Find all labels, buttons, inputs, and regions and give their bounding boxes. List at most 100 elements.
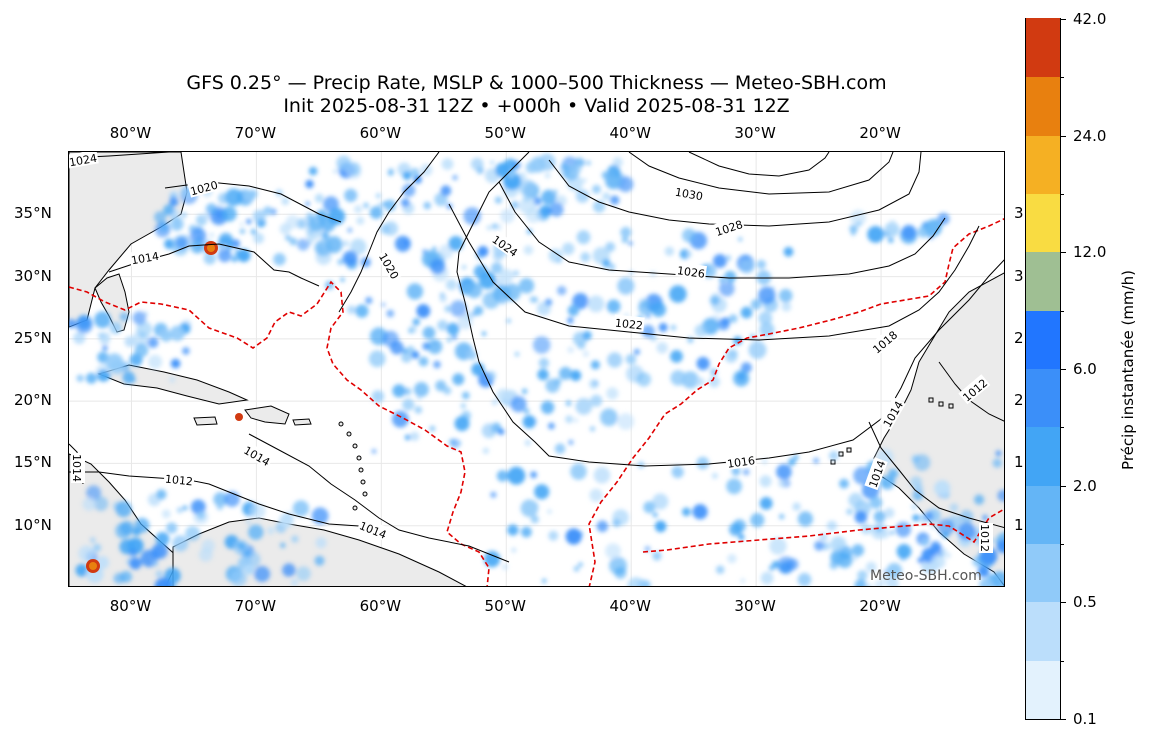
precip-cell (670, 370, 686, 386)
precip-cell (942, 531, 949, 539)
canary-islands (928, 397, 954, 409)
precip-cell (430, 259, 446, 275)
precip-cell (540, 400, 555, 415)
isobar-label: 1014 (130, 250, 160, 268)
precip-cell (321, 231, 329, 240)
precip-cell (638, 300, 654, 316)
precip-cell (161, 509, 171, 519)
precip-cell (787, 558, 799, 570)
precip-cell (711, 472, 718, 479)
precip-cell (454, 416, 470, 432)
latitude-label-left: 30°N (14, 266, 52, 285)
precip-cell (839, 478, 849, 489)
latitude-label-right: 30°N (1014, 267, 1024, 284)
precip-cell (957, 522, 976, 541)
precip-cell (147, 337, 159, 348)
precip-cell (93, 496, 109, 512)
precip-cell (105, 353, 124, 372)
precip-cell (205, 203, 218, 215)
precip-cell (496, 388, 511, 404)
precip-cell (718, 277, 725, 283)
precip-cell (93, 543, 102, 552)
precip-cell (671, 466, 684, 479)
precip-cell (155, 532, 170, 546)
precip-cell (305, 234, 315, 244)
precip-cell (128, 548, 138, 557)
precip-cell (467, 350, 477, 361)
precip-cell (646, 314, 651, 319)
precip-cell (636, 372, 651, 387)
precip-cell (519, 179, 536, 197)
precip-cell (234, 249, 240, 256)
precip-cell (997, 489, 1004, 502)
precip-cell (610, 195, 620, 205)
precip-cell (592, 184, 601, 194)
puerto-rico-island (292, 418, 312, 426)
precip-cell (76, 374, 84, 382)
precip-cell (797, 572, 812, 586)
precip-cell (170, 358, 181, 369)
precip-cell (596, 520, 609, 533)
precip-cell (119, 520, 135, 536)
precip-cell (521, 526, 532, 538)
colorbar-tick (1061, 602, 1066, 604)
precip-cell (538, 357, 550, 369)
precip-cell (119, 312, 129, 322)
precip-cell (448, 236, 464, 251)
isobar-label-bg (979, 523, 993, 553)
precip-cell (481, 423, 497, 439)
precip-cell (124, 336, 136, 348)
isobar-label: 1022 (614, 317, 643, 333)
colorbar-tick (1061, 252, 1066, 254)
precip-cell (664, 246, 675, 256)
precip-cell (169, 216, 184, 231)
precip-cell (371, 449, 377, 454)
precip-cell (875, 525, 883, 533)
jamaica-island (193, 416, 218, 426)
longitude-label-top: 50°W (484, 124, 526, 142)
precip-cell (977, 565, 990, 578)
longitude-label-bottom: 60°W (359, 597, 402, 615)
precip-cell (69, 319, 77, 329)
precip-cell (392, 384, 406, 398)
precip-cell (514, 351, 520, 357)
precip-cell (336, 155, 352, 171)
precip-cell (768, 565, 775, 571)
weather-map[interactable]: 1030 1028 1026 1024 1024 1022 1020 1020 1018 1016… (68, 151, 1005, 587)
precip-cell (231, 239, 241, 249)
precip-cell (682, 228, 696, 243)
precip-cell (759, 497, 773, 510)
precip-cell (360, 257, 371, 268)
precip-cell (856, 221, 862, 227)
precip-cell (410, 167, 420, 177)
latitude-label-right: 25°N (1014, 329, 1024, 346)
precip-cell (783, 246, 794, 257)
precip-cell (250, 228, 257, 235)
precip-cell (582, 330, 592, 341)
precip-cell (612, 157, 623, 168)
precip-cell (231, 255, 238, 263)
colorbar-tick (1061, 660, 1064, 662)
precip-cell (477, 246, 489, 257)
isobar-label-bg (163, 470, 195, 488)
precip-cell (217, 248, 232, 263)
precip-cell (154, 577, 172, 586)
precip-cell (315, 537, 327, 549)
colorbar-tick-label: 6.0 (1073, 360, 1097, 378)
precip-cell (432, 246, 437, 251)
precip-cell (239, 222, 244, 227)
precip-cell (865, 561, 877, 573)
precip-cell (586, 160, 591, 166)
precip-cell (740, 306, 753, 319)
precip-cell (510, 200, 520, 210)
precip-cell (886, 562, 902, 579)
precip-cell (741, 362, 752, 373)
precip-cell (506, 318, 511, 323)
precip-cell (719, 280, 735, 297)
precip-cell (461, 391, 470, 400)
precip-cell (582, 178, 587, 183)
precip-cell (218, 192, 230, 204)
precip-cell (750, 513, 765, 528)
precip-cell (605, 543, 621, 559)
precip-cell (530, 515, 539, 524)
